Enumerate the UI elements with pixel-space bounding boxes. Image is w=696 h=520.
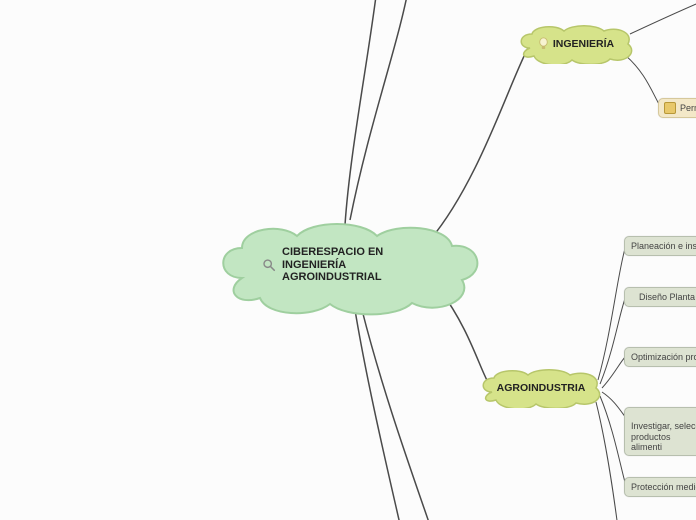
leaf-label: Optimización proc	[631, 352, 696, 362]
magnifier-icon	[262, 258, 276, 272]
leaf-planeacion[interactable]: Planeación e insta	[624, 236, 696, 256]
leaf-label: Investigar, selecci productos alimenti	[631, 421, 696, 452]
leaf-label: Protección medio	[631, 482, 696, 492]
branch-agroindustria[interactable]: AGROINDUSTRIA	[478, 368, 604, 408]
branch-ingenieria-label: INGENIERÍA	[553, 38, 614, 50]
leaf-proteccion[interactable]: Protección medio	[624, 477, 696, 497]
note-icon	[664, 102, 676, 114]
leaf-label: Planeación e insta	[631, 241, 696, 251]
central-node[interactable]: CIBERESPACIO EN INGENIERÍA AGROINDUSTRIA…	[212, 218, 488, 318]
leaf-optimizacion[interactable]: Optimización proc	[624, 347, 696, 367]
central-title: CIBERESPACIO EN INGENIERÍA AGROINDUSTRIA…	[282, 246, 383, 284]
lightbulb-icon	[538, 37, 549, 51]
branch-agroindustria-label: AGROINDUSTRIA	[497, 382, 586, 394]
mindmap-canvas: CIBERESPACIO EN INGENIERÍA AGROINDUSTRIA…	[0, 0, 696, 520]
leaf-perm[interactable]: Perm	[658, 98, 696, 118]
branch-ingenieria[interactable]: INGENIERÍA	[516, 24, 636, 64]
leaf-label: Diseño Planta	[639, 292, 695, 302]
leaf-perm-label: Perm	[680, 103, 696, 113]
leaf-diseno-planta[interactable]: Diseño Planta	[624, 287, 696, 307]
leaf-investigar[interactable]: Investigar, selecci productos alimenti	[624, 407, 696, 456]
